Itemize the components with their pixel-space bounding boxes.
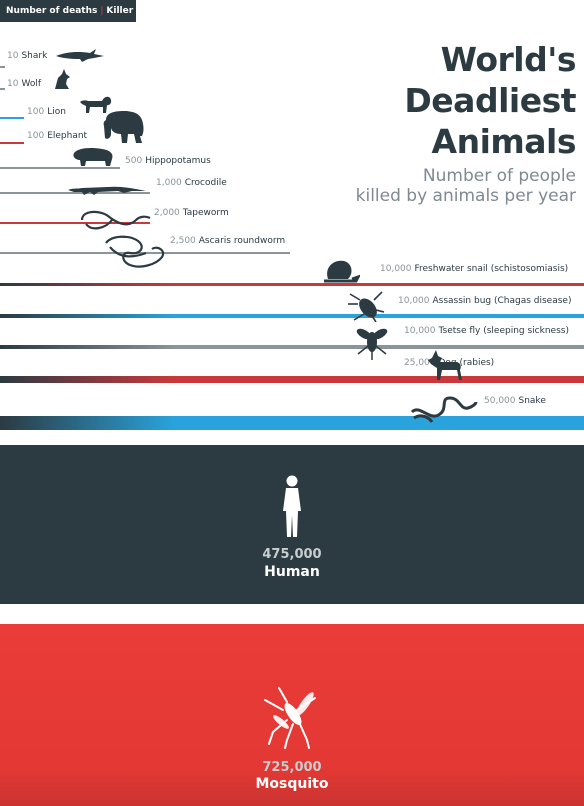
title-line-2: Deadliest [404,81,576,120]
row-label-4: 500 Hippopotamus [125,156,211,166]
row-category-5: Crocodile [184,178,227,188]
human-label: Human [264,564,320,580]
row-label-8: 10,000 Freshwater snail (schistosomiasis) [380,264,568,274]
row-category-4: Hippopotamus [145,156,211,166]
elephant-icon [100,110,146,148]
row-value-1: 10 [7,79,19,89]
row-category-3: Elephant [47,131,88,141]
row-label-6: 2,000 Tapeworm [154,208,229,218]
row-category-12: Snake [518,396,546,406]
row-category-6: Tapeworm [182,208,229,218]
title-line-1: World's [440,40,577,79]
row-label-5: 1,000 Crocodile [156,178,227,188]
tsetse-fly-icon [354,322,392,364]
row-label-2: 100 Lion [27,107,66,117]
row-line-1 [0,88,5,90]
row-value-5: 1,000 [156,178,182,188]
row-value-3: 100 [27,131,45,141]
lion-icon [78,92,112,118]
row-line-12 [0,416,584,430]
row-label-10: 10,000 Tsetse fly (sleeping sickness) [404,326,569,336]
row-category-8: Freshwater snail (schistosomiasis) [414,264,569,274]
legend-separator: | [100,6,104,16]
human-band: 475,000 Human [0,445,584,604]
row-label-12: 50,000 Snake [484,396,546,406]
row-line-3 [0,142,24,144]
snake-icon [410,394,478,428]
subtitle-line-1: Number of people [422,166,576,186]
row-category-9: Assassin bug (Chagas disease) [432,296,572,306]
row-value-10: 10,000 [404,326,436,336]
row-line-4 [0,167,120,169]
row-value-12: 50,000 [484,396,516,406]
row-value-6: 2,000 [154,208,180,218]
row-category-1: Wolf [21,79,41,89]
row-category-10: Tsetse fly (sleeping sickness) [438,326,569,336]
snail-icon [322,257,361,287]
human-icon [283,475,301,537]
row-category-2: Lion [47,107,66,117]
roundworm-icon [100,233,166,273]
row-line-6 [0,222,150,224]
mosquito-band: 725,000 Mosquito [0,624,584,806]
row-value-7: 2,500 [170,236,196,246]
row-label-9: 10,000 Assassin bug (Chagas disease) [398,296,571,306]
row-label-1: 10 Wolf [7,79,41,89]
dog-icon [426,348,464,386]
human-value: 475,000 [262,547,322,562]
subtitle-line-2: killed by animals per year [355,186,576,206]
mosquito-icon [264,687,316,749]
row-line-11 [0,376,584,383]
row-value-9: 10,000 [398,296,430,306]
tapeworm-icon [78,206,152,236]
row-line-2 [0,117,24,119]
mosquito-label: Mosquito [255,776,329,792]
row-line-8 [0,283,584,286]
row-value-8: 10,000 [380,264,412,274]
row-line-10 [0,345,584,349]
crocodile-icon [68,180,146,199]
row-category-0: Shark [21,51,48,61]
row-label-3: 100 Elephant [27,131,87,141]
row-value-2: 100 [27,107,45,117]
row-line-9 [0,314,584,318]
row-value-0: 10 [7,51,19,61]
subtitle: Number of people killed by animals per y… [316,166,576,206]
row-line-0 [0,66,5,68]
legend-metric: Number of deaths [6,6,98,16]
assassin-bug-icon [346,290,386,326]
row-category-11: Dog (rabies) [438,358,495,368]
row-line-5 [0,192,150,194]
title-line-3: Animals [431,122,577,161]
row-label-11: 25,000 Dog (rabies) [404,358,494,368]
row-label-7: 2,500 Ascaris roundworm [170,236,285,246]
row-value-4: 500 [125,156,143,166]
legend-tab: Number of deaths | Killer [0,0,136,22]
legend-subject: Killer [106,6,134,16]
mosquito-value: 725,000 [262,760,322,775]
row-value-11: 25,000 [404,358,436,368]
row-category-7: Ascaris roundworm [198,236,286,246]
row-label-0: 10 Shark [7,51,47,61]
hippopotamus-icon [72,147,114,171]
shark-icon [56,47,104,67]
wolf-icon [52,68,74,94]
